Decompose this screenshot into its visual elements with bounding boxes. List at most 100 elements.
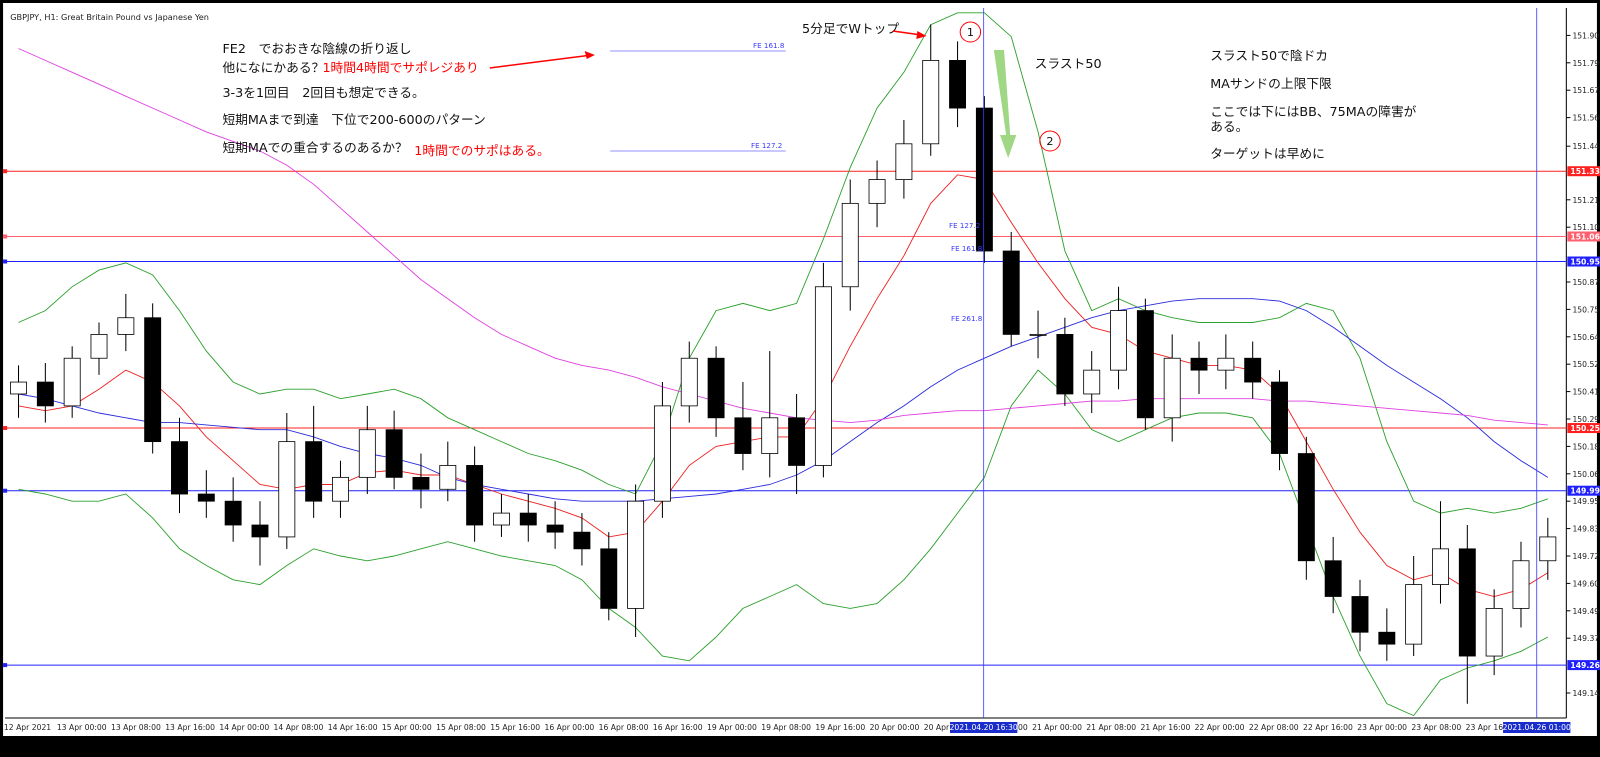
cursor-label-bg — [950, 722, 1018, 733]
level-label-bg — [1567, 256, 1600, 267]
level-label-bg — [1567, 166, 1600, 177]
level-label: 151.335 — [1570, 167, 1600, 176]
y-tick-label: 149.835 — [1572, 525, 1600, 534]
y-tick-label: 150.065 — [1572, 470, 1600, 479]
x-tick-label: 22 Apr 00:00 — [1195, 723, 1245, 732]
candle-body — [814, 286, 832, 466]
x-tick-label: 20 Apr 00:00 — [870, 723, 920, 732]
level-label-bg — [1567, 485, 1600, 496]
candle-body — [36, 381, 54, 407]
candle-body — [90, 334, 108, 359]
candle-body — [1136, 310, 1154, 419]
y-tick-label: 150.180 — [1572, 442, 1600, 451]
y-tick-label: 150.410 — [1572, 388, 1600, 397]
indicator-line — [18, 174, 1549, 597]
arrow — [489, 54, 592, 69]
candle-body — [1271, 381, 1288, 454]
candle-body — [278, 441, 296, 538]
cursor-label: 2021.04.26 01:00 — [1503, 723, 1571, 732]
plot-background — [3, 3, 1597, 736]
y-tick-label: 150.640 — [1572, 333, 1600, 342]
candle-body — [1297, 453, 1315, 562]
candle-body — [680, 357, 698, 407]
x-tick-label: 16 Apr 16:00 — [653, 723, 703, 732]
candle-body — [734, 417, 752, 454]
candle-body — [761, 417, 779, 454]
annotation: 5分足でWトップ — [802, 21, 900, 36]
fe-label: FE 127.2 — [949, 221, 980, 230]
candle-body — [1512, 560, 1530, 609]
x-tick-label: 19 Apr 16:00 — [815, 723, 865, 732]
x-tick-label: 13 Apr 16:00 — [165, 723, 215, 732]
chart-title: GBPJPY, H1: Great Britain Pound vs Japan… — [10, 12, 209, 22]
candle-body — [868, 179, 886, 204]
candle-body — [1056, 334, 1074, 395]
candle-body — [1458, 548, 1476, 657]
candle-body — [1110, 310, 1127, 371]
y-tick-label: 149.720 — [1572, 552, 1600, 561]
arrow-head — [584, 51, 595, 59]
candle-body — [1539, 536, 1557, 562]
indicator-line — [18, 298, 1549, 502]
candle-body — [975, 107, 993, 252]
candle-body — [627, 500, 645, 609]
candle-body — [1432, 548, 1449, 585]
candle-body — [1083, 369, 1101, 395]
candle-body — [412, 476, 430, 490]
candle-body — [385, 429, 403, 478]
candle-body — [1244, 357, 1262, 383]
x-tick-label: 15 Apr 00:00 — [382, 723, 432, 732]
x-tick-label: 16 Apr 08:00 — [599, 723, 649, 732]
candle-body — [1351, 596, 1369, 633]
y-tick-label: 151.675 — [1572, 86, 1600, 95]
annotation: 1時間でのサポはある。 — [414, 143, 549, 158]
candle-body — [117, 317, 135, 335]
candle-body — [197, 493, 215, 502]
level-label: 150.257 — [1570, 424, 1600, 433]
x-tick-label: 15 Apr 08:00 — [436, 723, 486, 732]
x-tick-label: 21 Apr 08:00 — [1086, 723, 1136, 732]
marker-circle — [959, 21, 982, 43]
candle-body — [1405, 584, 1423, 645]
candle-body — [466, 465, 484, 526]
annotation: ここでは下にはBB、75MAの障害が — [1210, 104, 1417, 119]
candle-body — [600, 548, 618, 609]
candle-body — [1378, 631, 1396, 645]
annotation: 他になにかある？ — [222, 60, 324, 75]
annotation: 3-3を1回目 2回目も想定できる。 — [222, 85, 424, 100]
level-marker — [3, 426, 8, 431]
level-marker — [3, 663, 8, 668]
candle-body — [439, 465, 457, 490]
y-tick-label: 150.870 — [1572, 278, 1600, 287]
y-tick-label: 150.295 — [1572, 415, 1600, 424]
candle-body — [1029, 334, 1047, 336]
level-marker — [3, 259, 8, 264]
y-tick-label: 150.525 — [1572, 360, 1600, 369]
marker-circle — [1039, 130, 1061, 152]
candle-body — [573, 531, 591, 550]
level-marker — [3, 488, 8, 493]
candle-body — [1485, 608, 1503, 657]
x-tick-label: 16 Apr 00:00 — [544, 723, 594, 732]
candle-body — [653, 405, 671, 502]
x-tick-label: 14 Apr 08:00 — [274, 723, 324, 732]
candle-body — [10, 381, 27, 395]
candle-body — [922, 60, 940, 145]
annotation: 短期MAでの重合するのあるか？ — [222, 140, 407, 155]
x-tick-label: 21 Apr 16:00 — [1141, 723, 1191, 732]
y-tick-label: 149.950 — [1572, 497, 1600, 506]
x-tick-label: 21 Apr 00:00 — [1032, 723, 1082, 732]
x-tick-label: 14 Apr 16:00 — [328, 723, 378, 732]
level-marker — [3, 234, 8, 239]
y-tick-label: 149.490 — [1572, 607, 1600, 616]
x-tick-label: 22 Apr 08:00 — [1249, 723, 1299, 732]
x-tick-label: 20 Apr 08:00 — [924, 723, 974, 732]
x-tick-label: 23 Apr 16:00 — [1466, 723, 1516, 732]
candle-body — [949, 60, 967, 109]
candle-body — [1324, 560, 1342, 597]
fe-label: FE 261.8 — [951, 314, 983, 323]
y-tick-label: 151.100 — [1572, 223, 1600, 232]
x-tick-label: 22 Apr 16:00 — [1303, 723, 1353, 732]
candle-body — [144, 317, 162, 443]
